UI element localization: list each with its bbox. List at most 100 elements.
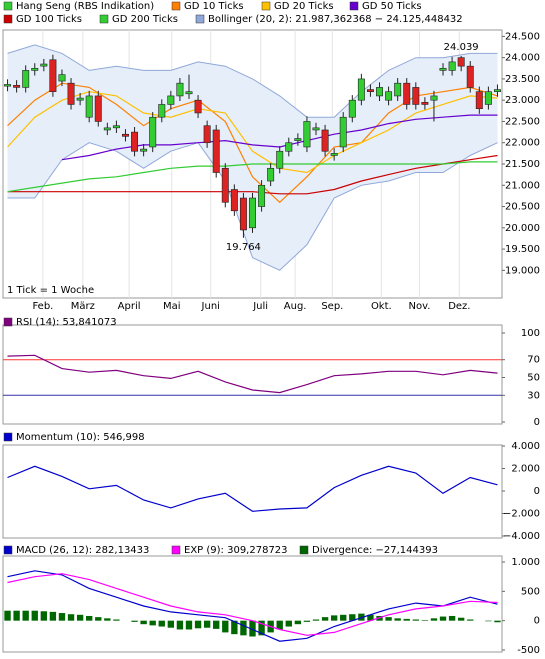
candle-body [58, 74, 66, 82]
divergence-bar [240, 620, 247, 636]
candle-body [312, 127, 320, 131]
candle-body [276, 150, 284, 169]
legend-label: EXP (9): 309,278723 [184, 545, 288, 556]
candle-body [122, 133, 129, 137]
legend-label: Hang Seng (RBS Indikation) [16, 1, 154, 12]
divergence-bar [231, 620, 238, 635]
plot-frame [2, 444, 503, 539]
candle-body [267, 167, 275, 182]
candle-body [403, 82, 411, 105]
y-tick-label: 100 [521, 328, 540, 339]
annotation: 19.764 [226, 242, 261, 253]
series-line [7, 465, 498, 512]
y-tick-label: 50 [527, 373, 540, 384]
candle-body [430, 95, 438, 101]
legend-swatch [349, 1, 359, 11]
candle-body [294, 138, 302, 141]
x-tick-label: Okt. [371, 301, 392, 312]
divergence-bar [494, 620, 501, 623]
y-tick-label: 0 [534, 486, 540, 497]
legend-swatch [171, 545, 181, 555]
legend-label: GD 50 Ticks [362, 1, 422, 12]
divergence-bar [303, 620, 311, 622]
y-tick-label: 19.500 [505, 244, 540, 255]
candle-body [194, 99, 202, 114]
divergence-bar [104, 618, 111, 621]
candle-body [149, 116, 157, 148]
candle-body [112, 125, 120, 129]
divergence-bar [385, 617, 392, 621]
legend-swatch [3, 432, 13, 442]
candle-body [385, 91, 393, 101]
candle-body [421, 102, 429, 105]
divergence-bar [394, 618, 401, 621]
divergence-bar [258, 620, 265, 636]
bollinger-fill [7, 44, 498, 271]
divergence-bar [412, 619, 419, 621]
y-tick-label: 1.000 [511, 557, 540, 568]
divergence-bar [31, 610, 38, 621]
legend-label: GD 10 Ticks [184, 1, 244, 12]
x-tick-label: Dez. [448, 301, 470, 312]
y-tick-label: 0 [534, 616, 540, 627]
y-tick-label: −4.000 [503, 531, 540, 542]
candle-body [239, 197, 247, 231]
y-tick-label: -500 [517, 645, 540, 656]
candle-body [330, 153, 338, 156]
note: 1 Tick = 1 Woche [7, 285, 94, 296]
legend-swatch [261, 1, 271, 11]
divergence-bar [158, 620, 165, 627]
candle-body [366, 89, 374, 92]
y-tick-label: 500 [521, 586, 540, 597]
divergence-bar [13, 610, 20, 621]
y-tick-label: 4.000 [511, 441, 540, 452]
y-tick-label: 22.000 [505, 138, 540, 149]
legend-swatch [3, 1, 13, 11]
candle-body [339, 116, 347, 148]
y-tick-label: 21.000 [505, 180, 540, 191]
candle-body [493, 89, 501, 92]
candle-body [67, 82, 75, 105]
legend-swatch [99, 14, 109, 24]
legend-label: Bollinger (20, 2): 21.987,362368 − 24.12… [208, 14, 463, 25]
candle-body [103, 127, 111, 131]
candle-body [466, 65, 474, 88]
divergence-bar [249, 620, 256, 637]
legend-label: RSI (14): 53,841073 [16, 317, 117, 328]
divergence-bar [430, 618, 438, 621]
candle-body [22, 70, 30, 88]
candle-body [258, 184, 266, 207]
legend-swatch [171, 1, 181, 11]
candle-body [131, 131, 139, 152]
y-tick-label: 70 [527, 355, 540, 366]
candle-body [31, 67, 39, 71]
divergence-bar [4, 610, 11, 621]
divergence-bar [167, 620, 175, 628]
candle-body [4, 84, 12, 87]
divergence-bar [285, 620, 292, 627]
x-tick-label: Nov. [408, 301, 430, 312]
candle-body [303, 121, 311, 148]
candle-body [85, 95, 93, 118]
divergence-bar [367, 614, 374, 621]
divergence-bar [95, 617, 102, 621]
x-tick-label: Sep. [321, 301, 343, 312]
divergence-bar [439, 616, 447, 621]
candle-body [475, 91, 483, 109]
candle-body [158, 104, 166, 118]
candle-body [140, 148, 148, 152]
legend-swatch [3, 545, 13, 555]
divergence-bar [349, 614, 356, 621]
y-tick-label: 0 [534, 417, 540, 428]
y-tick-label: 22.500 [505, 116, 540, 127]
y-tick-label: 24.000 [505, 53, 540, 64]
divergence-bar [113, 619, 120, 621]
y-tick-label: 23.500 [505, 74, 540, 85]
candle-body [285, 142, 293, 152]
y-tick-label: 24.500 [505, 31, 540, 42]
divergence-bar [131, 620, 138, 622]
y-tick-label: 2.000 [511, 464, 540, 475]
annotation: 24.039 [444, 42, 479, 53]
series-line [7, 573, 498, 636]
